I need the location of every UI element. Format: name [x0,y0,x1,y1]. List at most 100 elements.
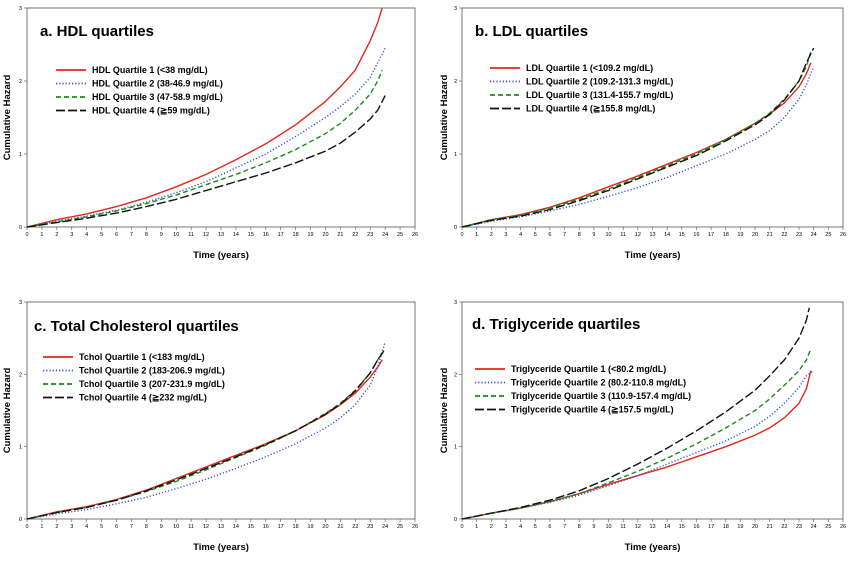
series-line-1 [26,7,383,228]
x-tick-label: 22 [352,524,358,530]
x-tick-label: 22 [352,232,358,238]
x-tick-label: 23 [367,524,373,530]
chart-title: d. Triglyceride quartiles [472,316,640,333]
legend-label: Triglyceride Quartile 1 (<80.2 mg/dL) [511,364,666,374]
x-tick-label: 23 [796,524,802,530]
legend-label: HDL Quartile 2 (38-46.9 mg/dL) [92,79,223,89]
x-tick-label: 21 [337,524,343,530]
x-tick-label: 2 [490,524,493,530]
x-tick-label: 11 [188,232,194,238]
x-tick-label: 6 [115,524,118,530]
x-tick-label: 19 [737,524,743,530]
legend-label: LDL Quartile 3 (131.4-155.7 mg/dL) [526,90,673,100]
chart-title: b. LDL quartiles [475,23,588,40]
x-tick-label: 0 [460,232,463,238]
series-line-3 [26,69,383,228]
x-tick-label: 14 [664,232,670,238]
legend-label: LDL Quartile 2 (109.2-131.3 mg/dL) [526,77,673,87]
x-tick-label: 18 [293,232,299,238]
chart-panel-2: 0 1 2 3 4 5 6 7 8 9 10 11 12 13 14 15 16 17 18 19 20 21 22 23 24… [439,6,846,261]
x-tick-label: 26 [412,232,418,238]
x-tick-label: 26 [840,524,846,530]
x-tick-label: 2 [490,232,493,238]
y-axis-label: Cumulative Hazard [2,368,13,454]
x-tick-label: 20 [322,232,328,238]
x-tick-label: 7 [563,232,566,238]
legend-label: HDL Quartile 4 (≧59 mg/dL) [92,106,210,116]
x-tick-label: 6 [548,232,551,238]
x-tick-label: 14 [664,524,670,530]
x-tick-label: 24 [811,524,817,530]
x-tick-label: 24 [811,232,817,238]
legend-label: Triglyceride Quartile 2 (80.2-110.8 mg/d… [511,378,686,388]
y-axis-label: Cumulative Hazard [439,75,450,161]
x-tick-label: 16 [263,524,269,530]
y-axis-label: Cumulative Hazard [2,75,13,161]
x-tick-label: 17 [278,232,284,238]
x-tick-label: 0 [460,524,463,530]
x-tick-label: 6 [548,524,551,530]
x-tick-label: 1 [475,524,478,530]
x-tick-label: 1 [40,232,43,238]
x-tick-label: 7 [563,524,566,530]
x-tick-label: 14 [233,524,239,530]
series-line-4 [26,95,386,228]
chart-panel-4: 0 1 2 3 4 5 6 7 8 9 10 11 12 13 14 15 16 17 18 19 20 21 22 23 24… [439,300,846,553]
x-tick-label: 15 [679,524,685,530]
y-tick-label: 3 [454,300,457,306]
x-tick-label: 16 [693,232,699,238]
x-tick-label: 2 [55,524,58,530]
y-tick-label: 1 [454,152,457,158]
x-tick-label: 8 [145,524,148,530]
x-tick-label: 12 [203,524,209,530]
legend: HDL Quartile 1 (<38 mg/dL) HDL Quartile 2… [56,65,223,116]
x-tick-label: 4 [519,232,522,238]
series-line-1 [461,62,812,228]
y-tick-label: 0 [454,517,457,523]
legend-label: LDL Quartile 4 (≧155.8 mg/dL) [526,104,655,114]
chart-title: c. Total Cholesterol quartiles [34,318,239,335]
y-tick-label: 1 [19,152,22,158]
x-tick-label: 1 [40,524,43,530]
x-tick-label: 21 [767,524,773,530]
x-tick-label: 13 [649,524,655,530]
x-tick-label: 19 [737,232,743,238]
x-tick-label: 22 [781,232,787,238]
x-tick-label: 2 [55,232,58,238]
x-tick-label: 5 [100,232,103,238]
x-tick-label: 9 [592,232,595,238]
x-tick-label: 18 [723,524,729,530]
x-tick-label: 7 [130,232,133,238]
series-line-2 [26,47,386,228]
x-tick-label: 15 [248,232,254,238]
x-tick-label: 4 [519,524,522,530]
x-tick-label: 3 [504,232,507,238]
y-tick-label: 1 [19,445,22,451]
series-line-3 [461,348,812,520]
x-tick-label: 8 [145,232,148,238]
x-tick-label: 19 [307,232,313,238]
x-tick-label: 5 [534,524,537,530]
legend-label: Triglyceride Quartile 3 (110.9-157.4 mg/… [511,391,691,401]
series-line-4 [26,348,386,520]
legend-label: LDL Quartile 1 (<109.2 mg/dL) [526,63,653,73]
x-tick-label: 25 [397,524,403,530]
plot-frame [26,7,416,228]
x-tick-label: 0 [25,232,28,238]
y-tick-label: 3 [19,300,22,306]
legend-label: Triglyceride Quartile 4 (≧157.5 mg/dL) [511,405,674,415]
y-axis-label: Cumulative Hazard [439,368,450,454]
x-tick-label: 11 [188,524,194,530]
x-axis-label: Time (years) [625,250,681,261]
legend: Tchol Quartile 1 (<183 mg/dL) Tchol Quart… [43,352,225,403]
x-tick-label: 4 [85,524,88,530]
x-tick-label: 20 [752,524,758,530]
series-line-2 [461,66,815,228]
x-tick-label: 12 [635,524,641,530]
x-tick-label: 4 [85,232,88,238]
x-tick-label: 5 [100,524,103,530]
y-tick-label: 2 [454,79,457,85]
y-tick-label: 2 [19,372,22,378]
chart-title: a. HDL quartiles [40,23,154,40]
